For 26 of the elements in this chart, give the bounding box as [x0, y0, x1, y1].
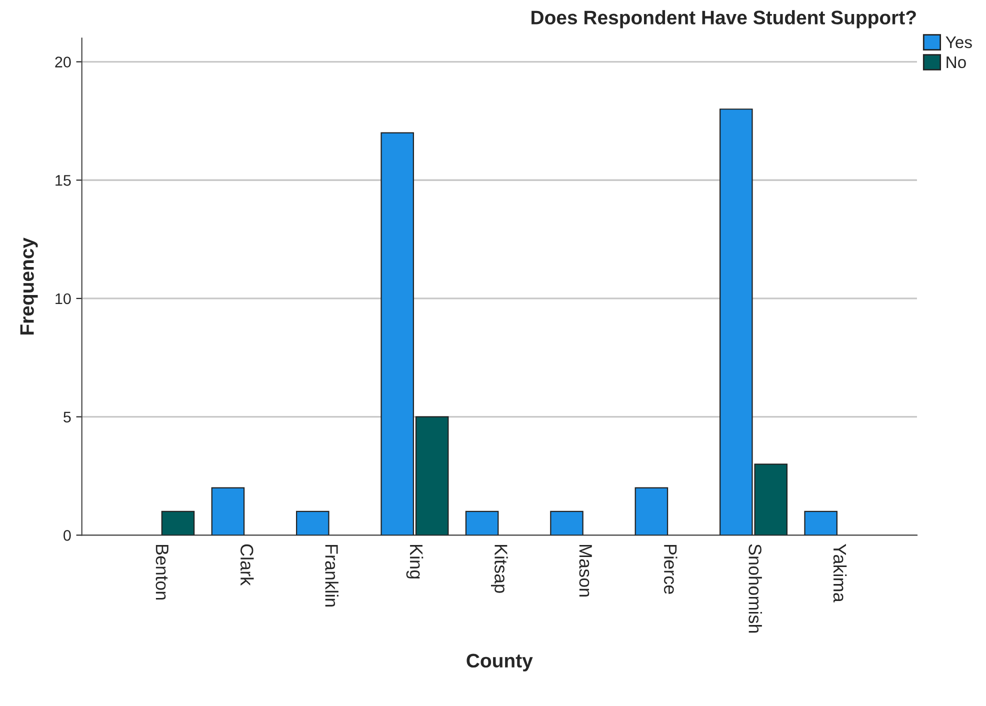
y-tick-label: 15 — [56, 175, 71, 186]
x-tick-label: Mason — [579, 544, 592, 597]
x-tick-label: Benton — [156, 544, 168, 600]
y-tick-label: 0 — [64, 530, 71, 541]
bar — [804, 510, 838, 536]
bar — [465, 510, 499, 536]
x-tick-label: Franklin — [325, 544, 338, 607]
legend-label: No — [946, 56, 966, 68]
x-tick-label: Yakima — [833, 544, 847, 602]
legend-label: Yes — [946, 36, 972, 48]
y-tick-label: 20 — [55, 56, 71, 68]
bar — [211, 487, 245, 536]
y-tick-label: 5 — [64, 412, 71, 422]
chart-title: Does Respondent Have Student Support? — [532, 10, 916, 28]
bar — [634, 487, 668, 536]
x-tick-label: Clark — [240, 544, 254, 586]
x-axis-title: County — [466, 654, 533, 672]
bar — [296, 510, 330, 536]
x-tick-label: King — [406, 544, 424, 578]
bar — [550, 510, 584, 536]
x-tick-label: Pierce — [664, 544, 678, 594]
y-axis-title: Frequency — [20, 238, 38, 334]
x-tick-label: Snohomish — [748, 544, 762, 633]
x-tick-label: Kitsap — [490, 544, 508, 593]
y-tick-label: 10 — [56, 293, 71, 304]
bar — [161, 510, 195, 536]
